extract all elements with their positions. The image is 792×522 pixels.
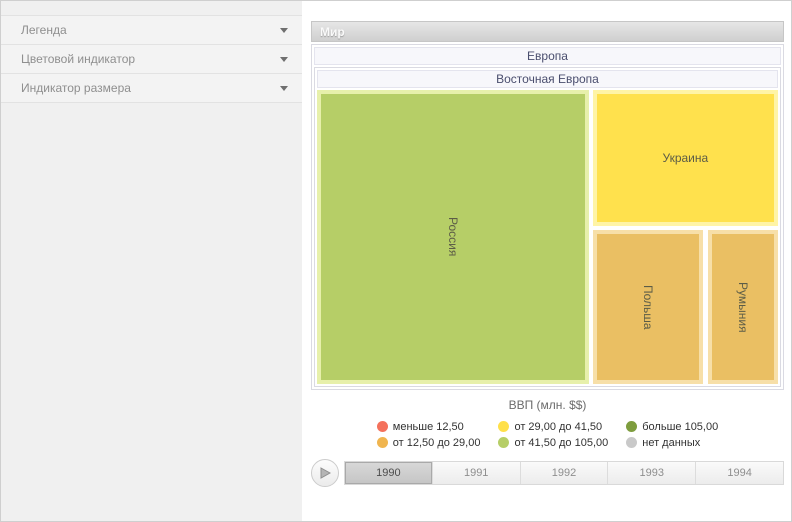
sidebar-panel-color-indicator[interactable]: Цветовой индикатор	[1, 45, 302, 74]
treemap: Европа Восточная Европа Россия Украина П…	[311, 44, 784, 390]
sidebar-panel-list: Легенда Цветовой индикатор Индикатор раз…	[1, 15, 302, 103]
sidebar-panel-legend[interactable]: Легенда	[1, 15, 302, 45]
tile-label: Румыния	[736, 281, 751, 333]
chevron-down-icon[interactable]	[280, 85, 288, 91]
root-title: Мир	[320, 24, 345, 39]
main-area: Мир Европа Восточная Европа Россия Украи…	[311, 21, 784, 487]
play-icon	[320, 466, 331, 479]
group-europe-body: Восточная Европа Россия Украина Польша Р…	[314, 67, 781, 387]
legend-grid: меньше 12,50 от 29,00 до 41,50 больше 10…	[376, 420, 718, 449]
legend-item-label: нет данных	[642, 436, 701, 449]
legend-item: от 29,00 до 41,50	[498, 421, 602, 433]
sidebar-panel-label: Цветовой индикатор	[21, 52, 136, 66]
legend-item-label: меньше 12,50	[392, 420, 464, 433]
tile-label: Польша	[640, 284, 655, 330]
legend-item: меньше 12,50	[376, 420, 464, 433]
tile-romania[interactable]: Румыния	[708, 229, 778, 384]
legend-color-dot	[498, 421, 510, 432]
legend-item-label: больше 105,00	[642, 420, 719, 433]
legend-item-label: от 41,50 до 105,00	[514, 436, 609, 449]
legend-title: ВВП (млн. $$)	[508, 398, 587, 412]
year-button-1990[interactable]: 1990	[345, 461, 433, 484]
chevron-down-icon[interactable]	[280, 27, 288, 33]
timeline: 1990 1991 1992 1993 1994	[311, 458, 784, 487]
sidebar: Легенда Цветовой индикатор Индикатор раз…	[1, 1, 302, 521]
legend-item-label: от 29,00 до 41,50	[514, 420, 603, 433]
tile-label: Россия	[445, 217, 460, 257]
legend-color-dot	[376, 421, 388, 432]
treemap-root-header[interactable]: Мир	[311, 21, 784, 42]
legend-item: от 41,50 до 105,00	[498, 437, 608, 449]
sidebar-panel-label: Индикатор размера	[21, 81, 131, 95]
tile-poland[interactable]: Польша	[592, 229, 704, 384]
legend: ВВП (млн. $$) меньше 12,50 от 29,00 до 4…	[311, 398, 784, 449]
tile-russia[interactable]: Россия	[317, 90, 589, 384]
legend-color-dot	[498, 437, 510, 448]
play-button[interactable]	[311, 458, 339, 487]
legend-item-label: от 12,50 до 29,00	[392, 436, 481, 449]
legend-color-dot	[626, 421, 638, 432]
sidebar-panel-label: Легенда	[21, 23, 67, 37]
legend-item: нет данных	[626, 437, 700, 449]
timeline-track[interactable]: 1990 1991 1992 1993 1994	[344, 460, 784, 485]
group-europe-header[interactable]: Европа	[314, 47, 781, 65]
year-button-1993[interactable]: 1993	[608, 461, 697, 484]
treemap-canvas: Россия Украина Польша Румыния	[317, 90, 778, 384]
year-button-1994[interactable]: 1994	[727, 466, 752, 479]
tile-label: Украина	[662, 150, 709, 165]
tile-ukraine[interactable]: Украина	[592, 90, 778, 226]
legend-color-dot	[376, 437, 388, 448]
sidebar-panel-size-indicator[interactable]: Индикатор размера	[1, 74, 302, 103]
legend-color-dot	[626, 437, 638, 448]
subgroup-eastern-europe-header[interactable]: Восточная Европа	[317, 70, 778, 88]
year-button-1992[interactable]: 1992	[521, 461, 609, 484]
chevron-down-icon[interactable]	[280, 56, 288, 62]
year-button-1991[interactable]: 1991	[433, 461, 521, 484]
legend-item: больше 105,00	[626, 421, 718, 433]
legend-item: от 12,50 до 29,00	[376, 436, 481, 449]
